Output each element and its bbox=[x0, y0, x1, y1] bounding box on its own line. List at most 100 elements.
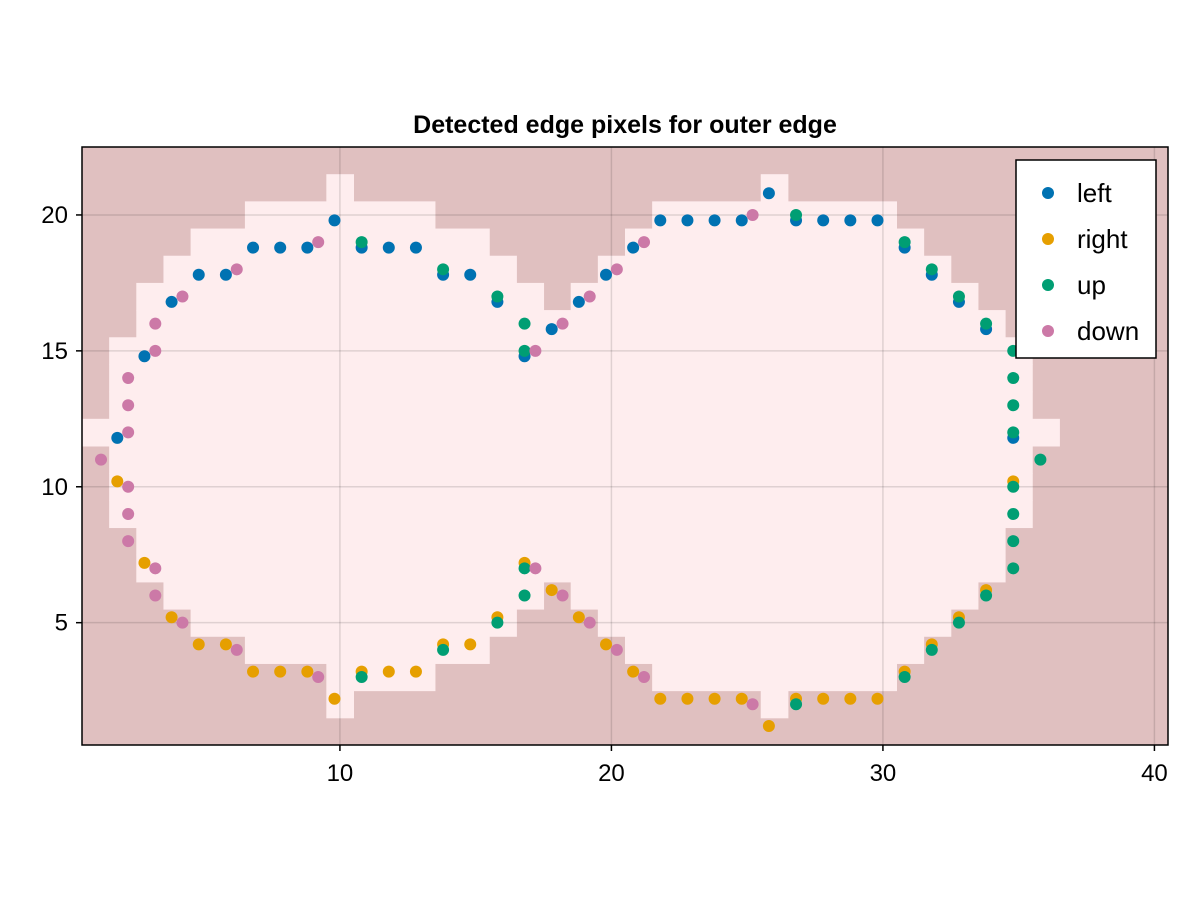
ticks-layer: 10 20 30 40 5 10 15 20 bbox=[41, 202, 1167, 787]
point-right bbox=[762, 719, 775, 732]
point-right bbox=[545, 584, 558, 597]
shape-pixel-row bbox=[597, 609, 952, 637]
point-left bbox=[464, 268, 477, 281]
point-up bbox=[952, 616, 965, 629]
point-left bbox=[328, 214, 341, 227]
point-down bbox=[746, 208, 759, 221]
point-down bbox=[122, 426, 135, 439]
point-down bbox=[312, 236, 325, 249]
point-left bbox=[138, 350, 151, 363]
point-up bbox=[1007, 562, 1020, 575]
point-down bbox=[638, 671, 651, 684]
shape-pixel-row bbox=[760, 690, 789, 719]
point-right bbox=[328, 692, 341, 705]
points-layer bbox=[95, 187, 1047, 732]
point-right bbox=[599, 638, 612, 651]
shape-pixel-row bbox=[190, 609, 517, 637]
point-up bbox=[898, 236, 911, 249]
point-down bbox=[529, 344, 542, 357]
point-up bbox=[952, 290, 965, 303]
point-down bbox=[95, 453, 108, 466]
legend-marker-up bbox=[1042, 279, 1054, 291]
shape-pixel-row bbox=[136, 310, 1006, 338]
point-left bbox=[681, 214, 694, 227]
point-down bbox=[122, 535, 135, 548]
shape-pixel-row bbox=[190, 228, 490, 257]
point-up bbox=[1007, 426, 1020, 439]
point-up bbox=[925, 643, 938, 656]
y-tick-label: 5 bbox=[55, 610, 68, 637]
legend-label-up: up bbox=[1077, 270, 1106, 300]
y-tick-label: 10 bbox=[41, 474, 68, 501]
shape-pixel-row bbox=[244, 201, 436, 230]
point-right bbox=[817, 692, 830, 705]
y-tick-label: 15 bbox=[41, 338, 68, 365]
point-up bbox=[1007, 372, 1020, 385]
point-down bbox=[230, 263, 243, 276]
point-left bbox=[274, 241, 287, 254]
point-right bbox=[735, 692, 748, 705]
point-up bbox=[980, 589, 993, 602]
point-down bbox=[176, 616, 189, 629]
chart-title: Detected edge pixels for outer edge bbox=[413, 111, 837, 139]
point-up bbox=[518, 562, 531, 575]
point-left bbox=[247, 241, 260, 254]
point-right bbox=[681, 692, 694, 705]
point-left bbox=[572, 295, 585, 308]
shape-pixel-row bbox=[109, 391, 1033, 420]
point-down bbox=[149, 317, 162, 330]
x-tick-label: 20 bbox=[598, 760, 625, 787]
point-right bbox=[409, 665, 422, 678]
point-down bbox=[176, 290, 189, 303]
point-right bbox=[219, 638, 232, 651]
shape-pixel-row bbox=[760, 174, 789, 202]
point-down bbox=[122, 372, 135, 385]
point-down bbox=[529, 562, 542, 575]
point-down bbox=[122, 480, 135, 493]
point-down bbox=[583, 290, 596, 303]
point-left bbox=[111, 431, 124, 444]
point-left bbox=[219, 268, 232, 281]
legend-label-left: left bbox=[1077, 178, 1112, 208]
point-right bbox=[627, 665, 640, 678]
point-up bbox=[790, 208, 803, 221]
point-left bbox=[871, 214, 884, 227]
point-left bbox=[599, 268, 612, 281]
shape-pixel-row bbox=[109, 364, 1033, 393]
shape-pixel-row bbox=[136, 554, 1006, 583]
shape-pixel-row bbox=[652, 201, 897, 230]
point-left bbox=[382, 241, 395, 254]
point-up bbox=[790, 698, 803, 711]
point-right bbox=[654, 692, 667, 705]
point-right bbox=[382, 665, 395, 678]
point-down bbox=[556, 317, 569, 330]
shape-pixel-row bbox=[652, 663, 897, 692]
point-up bbox=[518, 344, 531, 357]
point-left bbox=[654, 214, 667, 227]
point-down bbox=[149, 562, 162, 575]
point-right bbox=[464, 638, 477, 651]
shape-layer bbox=[82, 174, 1060, 719]
point-right bbox=[274, 665, 287, 678]
point-down bbox=[149, 589, 162, 602]
point-right bbox=[192, 638, 205, 651]
point-left bbox=[192, 268, 205, 281]
shape-pixel-row bbox=[109, 446, 1033, 474]
plot-frame bbox=[81, 146, 1169, 746]
point-up bbox=[898, 671, 911, 684]
shape-pixel-row bbox=[163, 581, 545, 610]
point-down bbox=[610, 263, 623, 276]
point-left bbox=[762, 187, 775, 200]
point-up bbox=[491, 616, 504, 629]
point-left bbox=[165, 295, 178, 308]
point-right bbox=[301, 665, 314, 678]
shape-pixel-row bbox=[109, 473, 1033, 501]
point-down bbox=[638, 236, 651, 249]
shape-pixel-row bbox=[597, 255, 952, 284]
legend: left right up down bbox=[1015, 159, 1157, 359]
point-up bbox=[437, 643, 450, 656]
point-up bbox=[925, 263, 938, 276]
point-up bbox=[355, 671, 368, 684]
point-up bbox=[980, 317, 993, 330]
